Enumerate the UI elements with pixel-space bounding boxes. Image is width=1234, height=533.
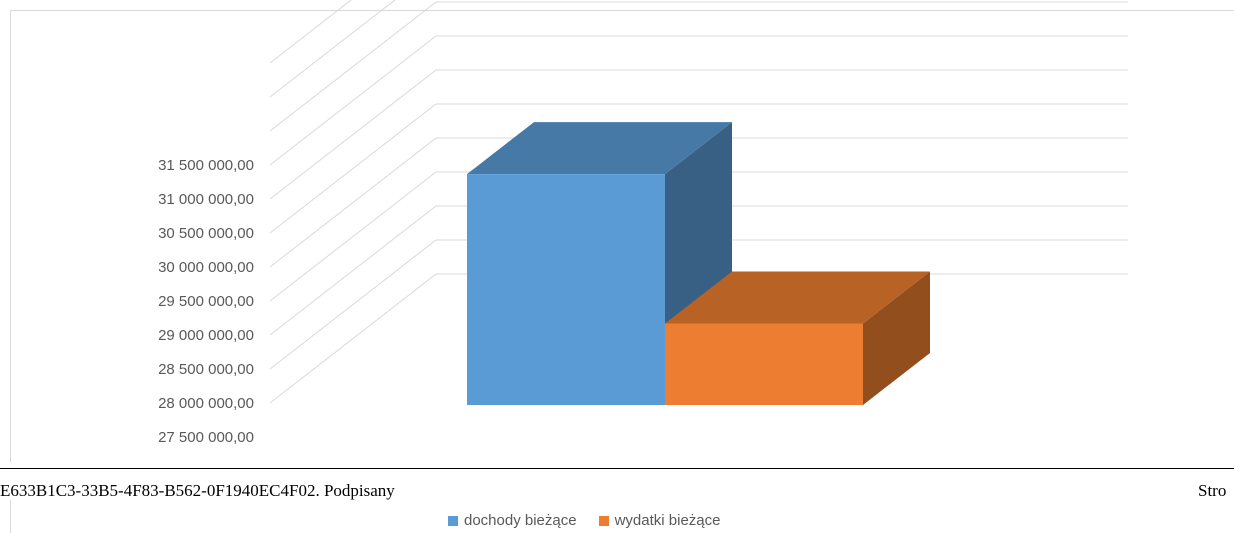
- bars: [467, 122, 930, 405]
- y-tick-label: 28 000 000,00: [158, 395, 254, 412]
- page-divider: [0, 468, 1234, 469]
- page-number-text: Stro: [1198, 481, 1227, 500]
- gridline-side: [269, 273, 437, 404]
- y-tick-label: 31 500 000,00: [158, 157, 254, 174]
- bar-dochody-front: [467, 174, 665, 405]
- gridline-side: [269, 205, 437, 336]
- gridline-side: [269, 0, 352, 64]
- gridline-side: [269, 0, 396, 98]
- gridline-side: [269, 69, 437, 200]
- gridline-side: [269, 103, 437, 234]
- legend-label-wydatki: wydatki bieżące: [614, 512, 721, 529]
- y-tick-label: 29 500 000,00: [158, 293, 254, 310]
- legend-item-wydatki: wydatki bieżące: [598, 512, 721, 529]
- legend-item-dochody: dochody bieżące: [448, 512, 577, 529]
- y-axis-ticks: 27 500 000,00 28 000 000,00 28 500 000,00 2…: [158, 157, 254, 446]
- bar-wydatki-top: [665, 271, 930, 324]
- gridline-side: [269, 137, 437, 268]
- gridlines: [269, 0, 1128, 404]
- y-tick-label: 28 500 000,00: [158, 361, 254, 378]
- y-tick-label: 30 500 000,00: [158, 225, 254, 242]
- bar-wydatki-side: [863, 271, 930, 405]
- bar-dochody-top: [467, 122, 732, 175]
- chart-frame-edge: [10, 500, 11, 533]
- gridline-side: [269, 239, 437, 370]
- gridline-side: [269, 171, 437, 302]
- document-signature-text: E633B1C3-33B5-4F83-B562-0F1940EC4F02. Po…: [0, 481, 395, 500]
- gridline-side: [269, 1, 437, 132]
- chart-legend: dochody bieżące wydatki bieżące: [448, 512, 720, 529]
- y-tick-label: 27 500 000,00: [158, 429, 254, 446]
- y-tick-label: 29 000 000,00: [158, 327, 254, 344]
- y-tick-label: 31 000 000,00: [158, 191, 254, 208]
- legend-swatch-dochody: [448, 515, 458, 526]
- y-tick-label: 30 000 000,00: [158, 259, 254, 276]
- chart-area: [10, 10, 1234, 462]
- legend-swatch-wydatki: [598, 515, 609, 526]
- bar-wydatki-front: [665, 323, 863, 405]
- legend-label-dochody: dochody bieżące: [464, 512, 577, 529]
- gridline-side: [269, 35, 437, 166]
